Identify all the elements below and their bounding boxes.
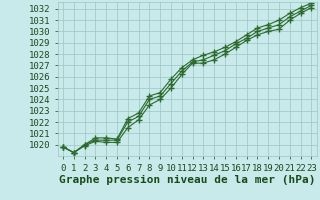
X-axis label: Graphe pression niveau de la mer (hPa): Graphe pression niveau de la mer (hPa) [59,175,316,185]
